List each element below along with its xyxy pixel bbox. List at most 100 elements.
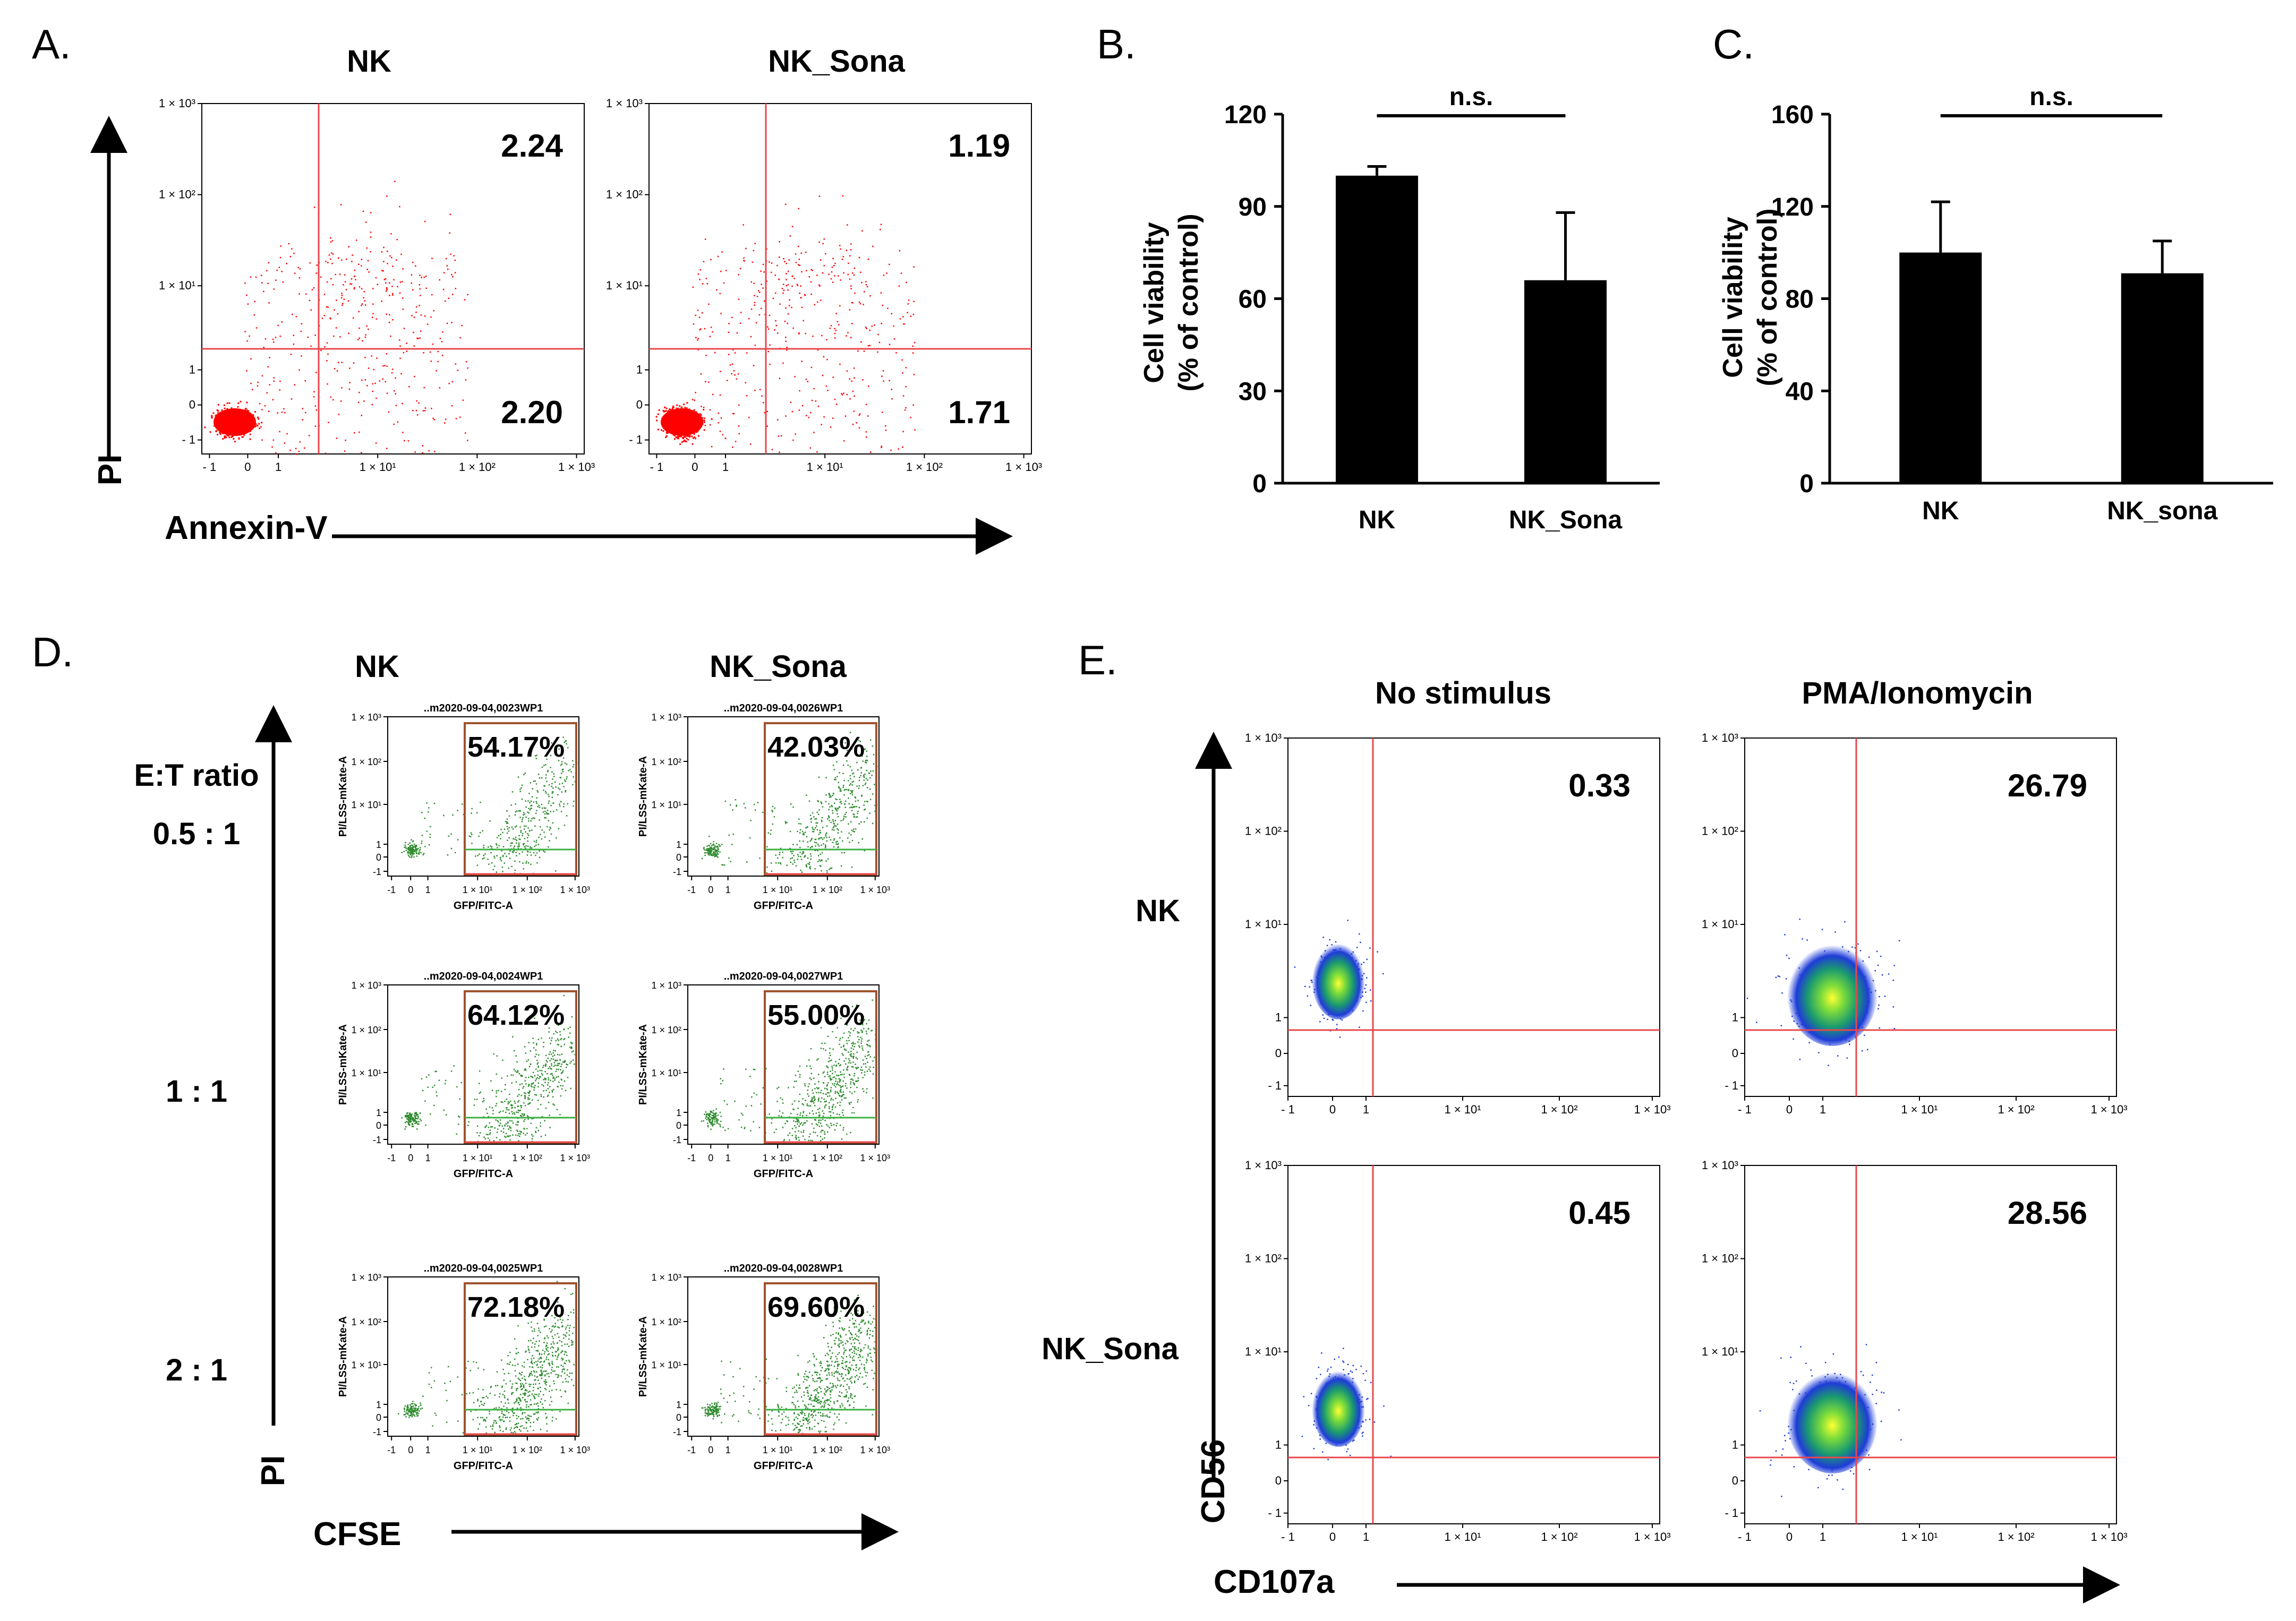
- event-dot: [530, 1050, 532, 1052]
- event-dot: [739, 268, 741, 270]
- event-dot: [815, 1112, 817, 1114]
- event-dot: [541, 1070, 543, 1071]
- event-dot: [512, 1134, 514, 1136]
- event-dot: [330, 318, 331, 320]
- bar: [1336, 175, 1418, 483]
- event-dot: [695, 337, 697, 339]
- event-dot: [352, 317, 354, 319]
- x-tick-label: 1 × 10¹: [763, 885, 793, 895]
- event-dot: [570, 771, 572, 773]
- event-dot: [798, 333, 800, 335]
- event-dot: [392, 368, 394, 370]
- event-dot: [813, 816, 815, 818]
- event-dot: [833, 793, 834, 795]
- event-dot: [543, 1042, 544, 1043]
- event-dot: [865, 760, 867, 762]
- event-dot: [415, 846, 416, 848]
- event-dot: [898, 285, 900, 287]
- event-dot: [465, 361, 467, 363]
- event-dot: [370, 236, 372, 238]
- event-dot: [812, 269, 813, 271]
- event-dot: [834, 332, 836, 335]
- event-dot: [527, 827, 529, 829]
- event-dot: [335, 327, 337, 329]
- event-dot: [335, 273, 337, 276]
- event-dot: [409, 1116, 411, 1118]
- event-dot: [843, 779, 845, 782]
- event-dot: [799, 840, 800, 842]
- event-dot: [530, 782, 532, 784]
- event-dot: [370, 212, 372, 213]
- event-dot: [832, 1048, 834, 1050]
- event-dot: [821, 844, 822, 846]
- event-dot: [424, 817, 426, 819]
- event-dot: [821, 1042, 823, 1044]
- event-dot: [701, 1120, 703, 1122]
- event-dot: [852, 1053, 855, 1055]
- x-tick-label: 1 × 10³: [860, 1153, 891, 1163]
- event-dot: [423, 853, 425, 854]
- event-dot: [359, 391, 360, 393]
- event-dot: [677, 407, 679, 409]
- event-dot: [841, 1099, 843, 1101]
- event-dot: [866, 328, 867, 330]
- event-dot: [810, 818, 812, 819]
- event-dot: [806, 1114, 808, 1116]
- event-dot: [849, 255, 851, 257]
- event-dot: [844, 813, 846, 816]
- event-dot: [415, 265, 416, 267]
- event-dot: [852, 772, 855, 774]
- event-dot: [534, 1017, 535, 1019]
- event-dot: [409, 1118, 411, 1120]
- event-dot: [662, 430, 664, 432]
- event-dot: [404, 844, 406, 846]
- event-dot: [728, 834, 730, 836]
- event-dot: [519, 1084, 521, 1085]
- event-dot: [524, 838, 526, 839]
- event-dot: [259, 427, 261, 430]
- event-dot: [505, 1084, 506, 1086]
- event-dot: [296, 453, 298, 455]
- event-dot: [501, 1077, 503, 1079]
- event-dot: [746, 394, 748, 397]
- event-dot: [552, 1058, 554, 1060]
- event-dot: [387, 250, 388, 252]
- event-dot: [330, 258, 331, 260]
- event-dot: [849, 793, 851, 794]
- event-dot: [754, 243, 756, 244]
- event-dot: [780, 847, 782, 850]
- event-dot: [476, 1099, 478, 1100]
- event-dot: [412, 1117, 414, 1119]
- event-dot: [549, 1092, 550, 1093]
- event-dot: [560, 1037, 562, 1040]
- event-dot: [837, 832, 839, 834]
- event-dot: [851, 792, 853, 794]
- event-dot: [849, 398, 851, 400]
- event-dot: [830, 821, 832, 824]
- event-dot: [266, 392, 268, 394]
- event-dot: [908, 299, 910, 301]
- event-dot: [371, 316, 373, 319]
- event-dot: [409, 1112, 411, 1114]
- event-dot: [531, 1083, 533, 1085]
- event-dot: [531, 808, 532, 809]
- event-dot: [519, 810, 521, 812]
- event-dot: [389, 295, 390, 296]
- event-dot: [712, 1120, 713, 1122]
- event-dot: [779, 852, 781, 853]
- event-dot: [813, 432, 815, 433]
- event-dot: [810, 1100, 813, 1101]
- event-dot: [550, 804, 552, 807]
- event-dot: [504, 1100, 506, 1102]
- event-dot: [267, 366, 269, 368]
- category-label: NK_sona: [2107, 497, 2217, 525]
- event-dot: [506, 1109, 508, 1111]
- event-dot: [870, 451, 872, 453]
- event-dot: [813, 831, 815, 833]
- event-dot: [499, 1139, 501, 1141]
- y-tick-label: 0: [676, 852, 681, 863]
- event-dot: [546, 813, 548, 814]
- event-dot: [842, 195, 844, 197]
- event-dot: [793, 278, 795, 279]
- plot-ylabel: PI/LSS-mKate-A: [337, 756, 349, 837]
